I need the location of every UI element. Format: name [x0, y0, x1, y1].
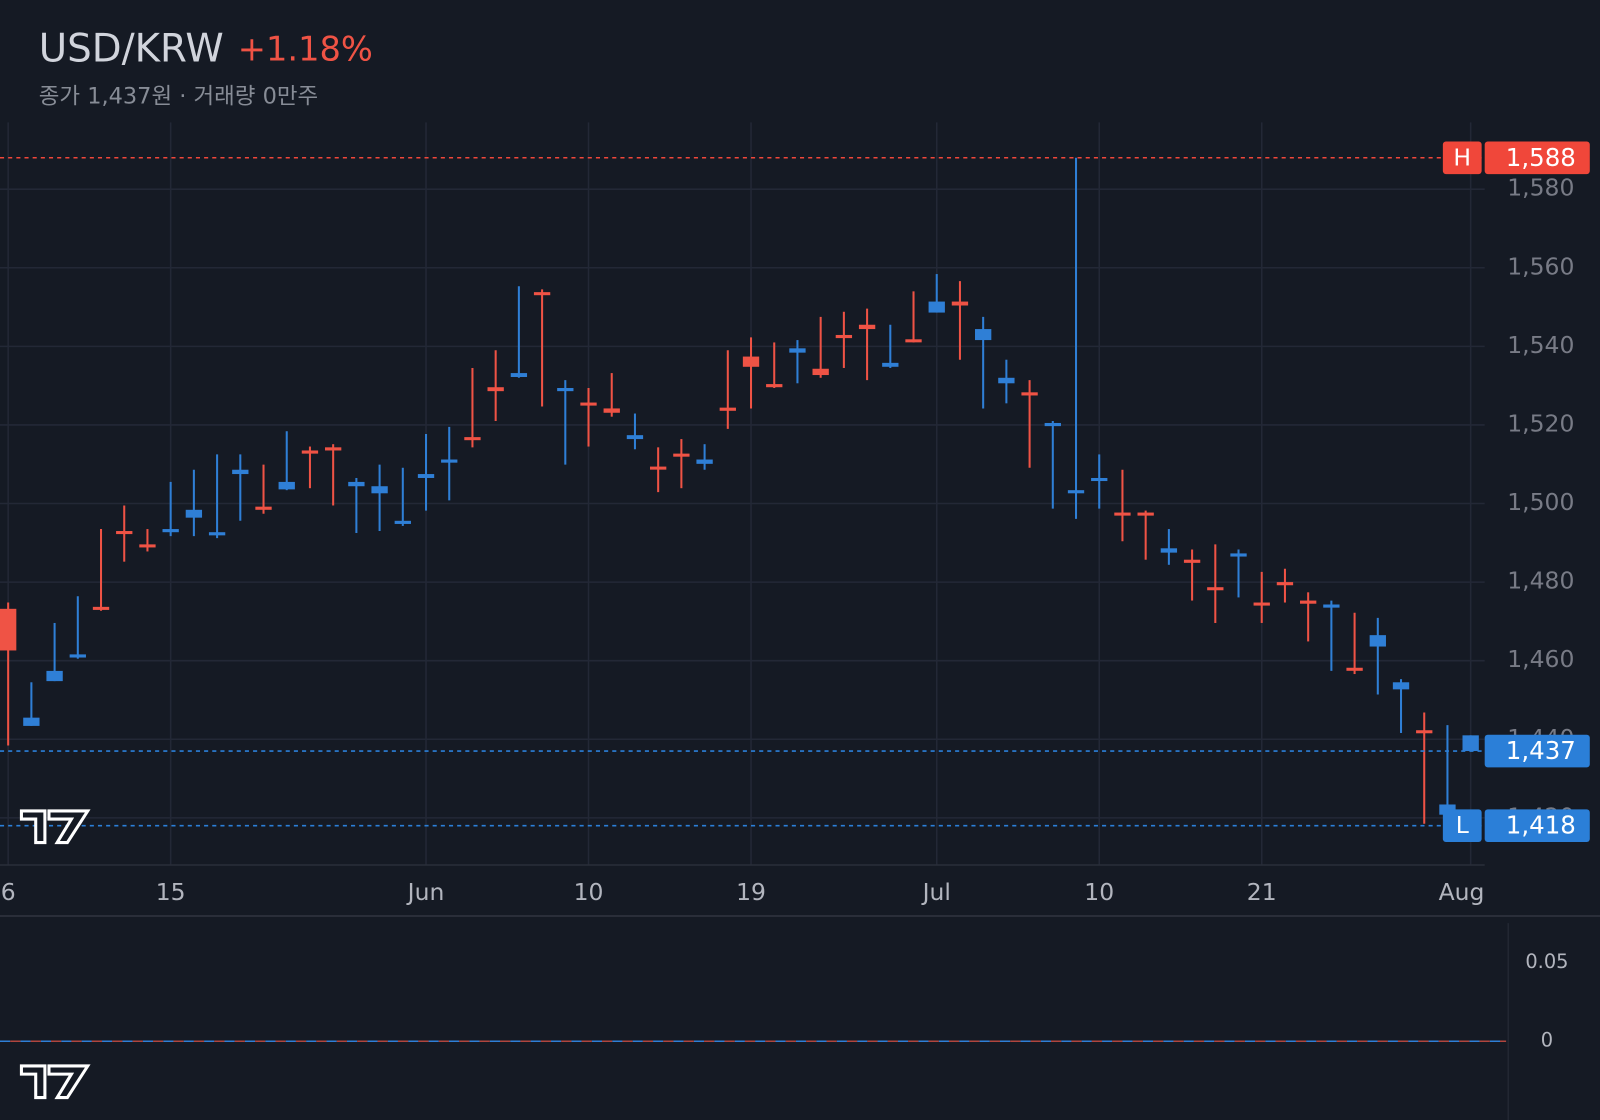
candle-body	[882, 362, 899, 367]
y-tick-label: 1,580	[1507, 174, 1574, 202]
axes: 1,4201,4401,4601,4801,5001,5201,5401,560…	[0, 141, 1590, 1052]
y-tick-label: 1,540	[1507, 331, 1574, 359]
candle-body	[858, 324, 876, 330]
candle-body	[394, 520, 411, 524]
candle-body	[23, 717, 40, 726]
candle-body	[951, 301, 969, 306]
candle-body	[1044, 422, 1061, 427]
candle-body	[1323, 604, 1340, 608]
candle-body	[1276, 582, 1294, 586]
candle-body	[812, 368, 829, 376]
candle-body	[533, 292, 551, 296]
y-tick-label: 1,560	[1507, 252, 1574, 280]
candle-body	[185, 509, 203, 518]
change: +1.18%	[238, 30, 373, 69]
candle-body	[766, 384, 783, 388]
candle-body	[1230, 553, 1247, 557]
candle-body	[1253, 602, 1270, 606]
candle-body	[1300, 600, 1317, 604]
price-badge-label: 1,437	[1506, 736, 1576, 765]
candle-body	[1091, 477, 1108, 482]
candle-body	[92, 606, 110, 610]
price-badge	[1484, 734, 1590, 768]
candle-body	[255, 506, 272, 510]
price-badge-tag	[1442, 809, 1482, 843]
candle-body	[975, 329, 992, 341]
candle-body	[580, 402, 597, 406]
candle-body	[0, 608, 17, 651]
candle-body	[1346, 667, 1363, 671]
candle-body	[441, 459, 458, 463]
price-badge	[1484, 809, 1590, 843]
candle-body	[1369, 635, 1386, 647]
x-tick-label: 10	[574, 878, 604, 906]
candle-body	[325, 447, 342, 451]
indicator-tick-label: 0	[1541, 1029, 1553, 1052]
candle-body	[1462, 735, 1479, 752]
x-tick-label: 6	[1, 878, 16, 906]
candle-body	[1114, 512, 1131, 516]
price-badge-tag-label: L	[1456, 811, 1469, 839]
candle-body	[696, 459, 713, 464]
candle-body	[417, 474, 435, 478]
candle-body	[650, 466, 667, 470]
indicator-tick-label: 0.05	[1525, 950, 1568, 973]
candle-body	[232, 469, 249, 475]
x-tick-label: 21	[1247, 878, 1277, 906]
candle-body	[510, 373, 528, 378]
candle-body	[139, 544, 156, 548]
candle-body	[464, 437, 481, 441]
candle-body	[719, 407, 736, 411]
candle-body	[1392, 682, 1410, 690]
candle-body	[742, 356, 760, 367]
candle-body	[371, 486, 388, 494]
candle-body	[998, 377, 1015, 384]
candle-body	[278, 481, 295, 490]
candle-body	[116, 531, 133, 535]
x-tick-label: Aug	[1439, 878, 1485, 906]
x-tick-label: Jun	[406, 878, 445, 906]
candle-body	[603, 408, 620, 413]
y-tick-label: 1,520	[1507, 409, 1574, 437]
x-tick-label: 19	[736, 878, 766, 906]
candle-body	[1183, 559, 1201, 563]
x-tick-label: 15	[156, 878, 186, 906]
price-badge-tag-label: H	[1453, 143, 1471, 171]
candle-body	[301, 450, 319, 454]
y-tick-label: 1,480	[1507, 567, 1574, 595]
y-tick-label: 1,500	[1507, 488, 1574, 516]
price-badge	[1484, 141, 1590, 175]
candle-body	[673, 453, 690, 457]
price-badge-label: 1,418	[1506, 811, 1576, 840]
candle-body	[905, 339, 922, 343]
candle-body	[487, 387, 504, 392]
candle-body	[789, 348, 806, 353]
x-tick-label: Jul	[921, 878, 951, 906]
candle-body	[1021, 392, 1038, 396]
candle-body	[1160, 548, 1178, 553]
y-tick-label: 1,460	[1507, 645, 1574, 673]
candle-body	[557, 388, 574, 392]
candle-body	[835, 334, 853, 339]
candles	[0, 157, 1479, 826]
candle-body	[46, 670, 63, 682]
candle-body	[1207, 587, 1224, 591]
logo	[19, 809, 91, 1100]
subtitle: 종가 1,437원 · 거래량 0만주	[39, 83, 318, 109]
price-badge-label: 1,588	[1506, 143, 1576, 172]
candle-body	[928, 301, 945, 313]
candle-body	[626, 435, 644, 440]
candle-body	[348, 481, 365, 487]
candle-body	[162, 529, 179, 533]
price-badge-tag	[1442, 141, 1482, 175]
candle-body	[208, 532, 226, 536]
candle-body	[1137, 512, 1154, 516]
candle-body	[69, 654, 86, 658]
chart-title: USD/KRW	[39, 27, 224, 72]
x-tick-label: 10	[1084, 878, 1114, 906]
candle-body	[1067, 490, 1085, 494]
candle-body	[1416, 730, 1433, 734]
